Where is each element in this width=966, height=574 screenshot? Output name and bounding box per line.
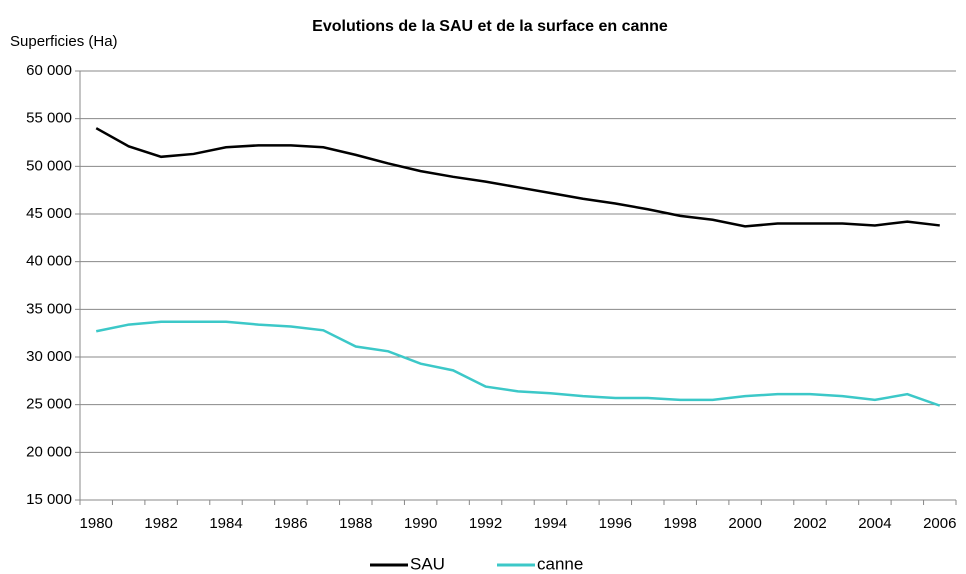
x-tick-label: 2002 <box>793 515 826 532</box>
x-tick-label: 2004 <box>858 515 891 532</box>
x-tick-label: 2006 <box>923 515 956 532</box>
x-tick-label: 1984 <box>209 515 242 532</box>
x-tick-label: 1994 <box>534 515 567 532</box>
x-tick-label: 1986 <box>274 515 307 532</box>
x-tick-label: 1992 <box>469 515 502 532</box>
y-tick-label: 50 000 <box>26 157 72 174</box>
x-tick-label: 2000 <box>728 515 761 532</box>
y-tick-label: 40 000 <box>26 253 72 270</box>
line-series <box>95 127 940 228</box>
y-tick-label: 55 000 <box>26 110 72 127</box>
y-tick-label: 15 000 <box>26 491 72 508</box>
y-tick-label: 25 000 <box>26 396 72 413</box>
x-tick-label: 1996 <box>599 515 632 532</box>
y-tick-label: 35 000 <box>26 300 72 317</box>
x-tick-label: 1998 <box>664 515 697 532</box>
chart-title: Evolutions de la SAU et de la surface en… <box>312 18 668 35</box>
y-tick-label: 30 000 <box>26 348 72 365</box>
y-tick-label: 20 000 <box>26 443 72 460</box>
line-series <box>95 320 941 407</box>
legend-label: SAU <box>410 554 445 573</box>
x-tick-label: 1980 <box>80 515 113 532</box>
y-tick-label: 60 000 <box>26 62 72 79</box>
x-tick-label: 1988 <box>339 515 372 532</box>
x-tick-label: 1990 <box>404 515 437 532</box>
x-tick-label: 1982 <box>144 515 177 532</box>
y-tick-label: 45 000 <box>26 205 72 222</box>
y-axis-label: Superficies (Ha) <box>10 33 118 50</box>
legend-label: canne <box>537 554 583 573</box>
